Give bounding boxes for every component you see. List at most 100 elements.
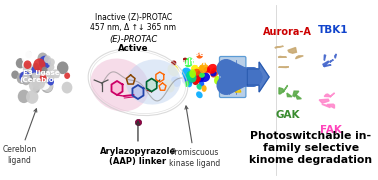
Text: 457 nm, Δ ↑↓ 365 nm: 457 nm, Δ ↑↓ 365 nm (90, 22, 177, 32)
Ellipse shape (182, 58, 187, 62)
Ellipse shape (39, 77, 48, 86)
Ellipse shape (22, 51, 33, 64)
Ellipse shape (33, 76, 45, 89)
Ellipse shape (39, 56, 51, 69)
Polygon shape (283, 86, 288, 92)
Ellipse shape (22, 60, 32, 70)
Polygon shape (324, 94, 331, 97)
Text: Promiscuous
kinase ligand: Promiscuous kinase ligand (169, 106, 220, 168)
Polygon shape (327, 104, 335, 108)
Ellipse shape (57, 61, 68, 74)
Ellipse shape (164, 80, 175, 93)
Text: Inactive (Z)-PROTAC: Inactive (Z)-PROTAC (95, 12, 172, 21)
Ellipse shape (167, 64, 179, 76)
Ellipse shape (23, 60, 31, 69)
Polygon shape (296, 56, 303, 59)
Ellipse shape (24, 71, 34, 82)
Ellipse shape (184, 81, 189, 87)
Ellipse shape (41, 79, 53, 93)
Ellipse shape (62, 82, 72, 93)
Ellipse shape (90, 58, 149, 111)
Ellipse shape (211, 71, 217, 76)
Ellipse shape (197, 84, 202, 90)
Ellipse shape (90, 50, 186, 114)
Ellipse shape (199, 80, 204, 87)
Ellipse shape (40, 74, 46, 82)
Polygon shape (295, 94, 301, 99)
Ellipse shape (17, 72, 28, 84)
Polygon shape (324, 55, 325, 60)
FancyBboxPatch shape (220, 57, 246, 98)
Ellipse shape (47, 78, 54, 86)
Ellipse shape (23, 63, 34, 75)
Ellipse shape (193, 78, 200, 85)
Text: Arylazopyrazole
(AAP) linker: Arylazopyrazole (AAP) linker (100, 121, 176, 166)
Text: (E)-PROTAC: (E)-PROTAC (109, 35, 158, 44)
Ellipse shape (126, 59, 181, 105)
Ellipse shape (196, 53, 203, 59)
Ellipse shape (33, 63, 39, 69)
Ellipse shape (29, 79, 40, 92)
Polygon shape (330, 60, 333, 62)
Ellipse shape (42, 79, 51, 88)
Polygon shape (288, 48, 296, 53)
Polygon shape (229, 62, 241, 92)
Ellipse shape (33, 86, 40, 93)
Ellipse shape (199, 62, 208, 73)
Polygon shape (147, 78, 157, 91)
Ellipse shape (191, 74, 201, 83)
Polygon shape (275, 46, 284, 48)
Ellipse shape (196, 70, 205, 82)
Ellipse shape (188, 71, 198, 80)
Ellipse shape (189, 69, 196, 78)
Ellipse shape (37, 73, 46, 83)
Ellipse shape (182, 68, 193, 80)
Ellipse shape (171, 60, 177, 66)
Ellipse shape (39, 75, 46, 82)
Ellipse shape (201, 85, 207, 92)
Text: Multiple: Multiple (175, 57, 211, 66)
Ellipse shape (42, 67, 48, 73)
Ellipse shape (51, 69, 60, 79)
Ellipse shape (47, 63, 54, 71)
Text: Photoswitchable in-
family selective
kinome degradation: Photoswitchable in- family selective kin… (249, 131, 373, 165)
Polygon shape (319, 99, 329, 103)
Ellipse shape (11, 71, 19, 79)
Ellipse shape (37, 99, 45, 108)
Ellipse shape (44, 55, 51, 63)
Ellipse shape (31, 66, 40, 75)
Ellipse shape (40, 70, 45, 76)
Ellipse shape (203, 67, 210, 73)
Ellipse shape (207, 64, 217, 74)
Text: Aurora-A: Aurora-A (263, 27, 312, 37)
Polygon shape (278, 56, 287, 57)
Ellipse shape (31, 77, 41, 88)
Text: E3 ligase: E3 ligase (23, 70, 60, 76)
Ellipse shape (16, 58, 25, 68)
Ellipse shape (189, 72, 195, 78)
Polygon shape (324, 65, 331, 67)
Ellipse shape (38, 74, 45, 82)
Text: GAK: GAK (275, 110, 300, 120)
Ellipse shape (196, 91, 203, 98)
Ellipse shape (25, 51, 32, 58)
Ellipse shape (199, 72, 205, 78)
Polygon shape (293, 91, 299, 97)
Ellipse shape (42, 71, 54, 84)
Polygon shape (322, 104, 330, 108)
Ellipse shape (210, 68, 219, 78)
Ellipse shape (18, 90, 30, 103)
Ellipse shape (24, 75, 31, 82)
Text: kinases: kinases (176, 48, 209, 57)
Polygon shape (279, 88, 284, 94)
Ellipse shape (23, 74, 29, 81)
Ellipse shape (22, 73, 31, 83)
Ellipse shape (193, 69, 200, 76)
Ellipse shape (43, 82, 53, 92)
Ellipse shape (20, 71, 30, 83)
Polygon shape (112, 81, 122, 95)
Ellipse shape (34, 75, 45, 86)
Ellipse shape (186, 71, 197, 83)
Polygon shape (279, 67, 289, 68)
Ellipse shape (191, 65, 200, 73)
